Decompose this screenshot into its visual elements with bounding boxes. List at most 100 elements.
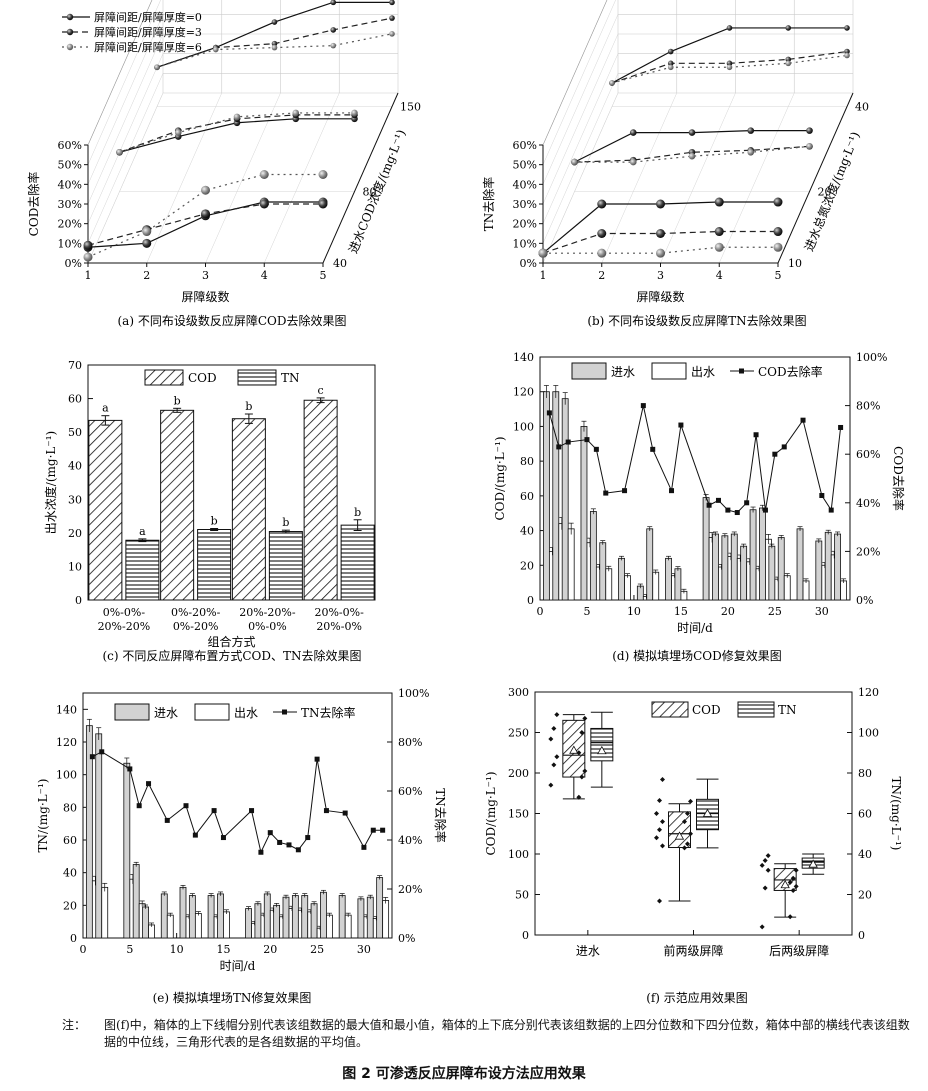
y-tick-label: 0 — [75, 594, 82, 607]
rate-point — [267, 830, 273, 836]
caption-a: (a) 不同布设级数反应屏障COD去除效果图 — [118, 313, 347, 328]
x-tick-label: 0 — [537, 605, 544, 618]
bar-effluent — [166, 914, 174, 939]
x-tick-label: 3 — [202, 269, 209, 282]
bar-influent — [376, 877, 384, 939]
legend-label: TN — [281, 371, 300, 385]
significance-letter: c — [318, 384, 324, 397]
y-tick-label: 30% — [58, 198, 82, 211]
x-tick-label: 30 — [815, 605, 829, 618]
box-mean — [702, 808, 713, 817]
series-point — [656, 199, 665, 209]
series-point — [116, 148, 123, 156]
bar-influent — [160, 893, 168, 939]
y2-tick-label: 20% — [398, 883, 422, 896]
series-point — [785, 25, 792, 31]
series-point — [233, 113, 241, 121]
legend-marker — [66, 28, 74, 36]
y-tick-label: 10% — [513, 237, 537, 250]
data-point — [579, 774, 585, 780]
x-tick-label: 4 — [716, 269, 723, 282]
series-point — [688, 152, 696, 160]
bar-effluent — [382, 900, 390, 939]
y-tick-label: 150 — [508, 808, 529, 821]
y-tick-label: 0% — [520, 257, 537, 270]
x-tick-label: 后两级屏障 — [769, 943, 829, 958]
y-tick-label: 10% — [58, 237, 82, 250]
y-tick-label: 100 — [56, 769, 77, 782]
y-tick-label: 20 — [68, 527, 82, 540]
x-axis-title: 时间/d — [220, 959, 256, 973]
box-mean — [569, 745, 579, 754]
plot-frame — [82, 692, 393, 939]
series-point — [785, 60, 792, 67]
rate-point — [211, 808, 217, 814]
y2-tick-label: 40% — [856, 497, 880, 510]
y-tick-label: 40% — [58, 178, 82, 191]
data-point — [579, 730, 585, 735]
series-point — [271, 44, 278, 51]
data-point — [554, 754, 560, 760]
chart-panel-d: 0 20 40 60 80 100 120 140 0% 20% 40% 60% 80% 100% 0 5 10… — [493, 351, 906, 635]
legend-marker — [66, 13, 74, 21]
data-point — [654, 811, 659, 816]
floor-grid-line — [542, 92, 619, 264]
rate-point — [744, 500, 750, 506]
series-point — [330, 27, 337, 33]
x-tick-label: 0%-0%- — [103, 606, 146, 619]
bar-influent — [357, 898, 365, 939]
y-tick-label: 20% — [513, 218, 537, 231]
z-axis-line — [777, 92, 854, 264]
y-tick-label: 60% — [58, 139, 82, 152]
series-point — [844, 48, 850, 55]
bar-influent — [132, 864, 140, 939]
bar-influent — [552, 391, 560, 601]
bar-influent — [815, 540, 823, 601]
bar-influent — [834, 533, 842, 601]
series-point — [154, 64, 160, 71]
legend-marker — [66, 43, 74, 51]
y2-tick-label: 40 — [858, 848, 872, 861]
floor-grid-line — [719, 92, 795, 264]
rate-point — [725, 507, 731, 513]
rate-line — [92, 751, 383, 854]
rate-point — [342, 810, 348, 816]
legend-swatch-tn — [237, 369, 277, 386]
bar-influent — [254, 903, 262, 939]
bar-influent — [366, 896, 374, 939]
series-point — [330, 42, 337, 49]
side-grid-line — [542, 0, 616, 165]
y2-axis-title: COD去除率 — [891, 446, 906, 511]
series-point — [714, 242, 724, 252]
bar-effluent — [783, 575, 791, 601]
x-axis-title: 屏障级数 — [636, 289, 684, 304]
series-point — [667, 60, 674, 67]
z-axis-line — [322, 92, 399, 264]
series-point — [773, 242, 783, 252]
note-label: 注： — [62, 1018, 87, 1032]
series-point — [389, 15, 395, 21]
x-tick-label: 15 — [216, 943, 230, 956]
y-tick-label: 100 — [513, 420, 534, 433]
legend-label: TN — [778, 703, 797, 717]
y2-tick-label: 80% — [856, 400, 880, 413]
rate-point — [361, 844, 367, 850]
x-tick-label: 5 — [320, 269, 327, 282]
y-axis-title: COD/(mg·L⁻¹) — [484, 771, 498, 855]
y-tick-label: 140 — [56, 703, 77, 716]
side-grid-line — [87, 53, 164, 224]
y-tick-label: 0 — [522, 929, 529, 942]
bar-effluent — [605, 568, 613, 601]
rate-point — [305, 835, 311, 841]
bar-influent — [712, 533, 719, 601]
legend-label: 进水 — [611, 365, 635, 379]
legend-marker — [282, 709, 287, 715]
rate-point — [556, 444, 562, 450]
y2-tick-label: 100% — [398, 687, 429, 700]
bar-influent — [702, 497, 710, 601]
series-point — [538, 248, 548, 258]
bar-influent — [273, 904, 281, 939]
x-axis-title: 时间/d — [677, 621, 713, 635]
data-point — [576, 794, 582, 800]
series-point — [271, 40, 278, 47]
